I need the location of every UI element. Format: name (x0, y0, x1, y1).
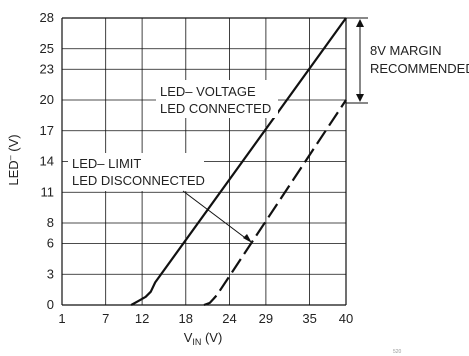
y-tick-label: 28 (40, 10, 54, 25)
annotation-led-voltage: LED– VOLTAGE LED CONNECTED (156, 80, 278, 118)
x-tick-label: 35 (302, 311, 316, 326)
y-tick-label: 11 (41, 184, 55, 199)
series-line-0 (130, 17, 347, 306)
annotation-led-voltage-line1: LED– VOLTAGE (160, 84, 256, 99)
annotation-led-limit-line2: LED DISCONNECTED (72, 173, 205, 188)
y-tick-label: 0 (47, 297, 54, 312)
x-tick-label: 1 (58, 311, 65, 326)
margin-label-line2: RECOMMENDED (370, 61, 469, 76)
x-tick-label: 12 (135, 311, 149, 326)
x-tick-label: 7 (102, 311, 109, 326)
y-tick-label: 17 (40, 123, 54, 138)
y-tick-label: 14 (40, 154, 54, 169)
y-tick-label: 8 (47, 215, 54, 230)
y-tick-label: 6 (47, 236, 54, 251)
series-line-1 (203, 99, 347, 307)
x-tick-label: 24 (222, 311, 236, 326)
y-tick-label: 25 (40, 41, 54, 56)
x-axis-label: VIN (V) (184, 330, 223, 347)
x-tick-label: 40 (339, 311, 353, 326)
x-tick-label: 29 (259, 311, 273, 326)
y-axis-label: LED– (V) (5, 134, 21, 185)
figure-id: 520 (393, 349, 402, 355)
annotation-led-voltage-line2: LED CONNECTED (160, 101, 271, 116)
annotation-arrows (182, 190, 252, 243)
annotation-led-limit-line1: LED– LIMIT (72, 156, 141, 171)
margin-bracket (346, 17, 368, 104)
annotation-led-limit: LED– LIMIT LED DISCONNECTED (68, 153, 205, 191)
series (130, 17, 347, 307)
y-tick-label: 23 (40, 61, 54, 76)
margin-label-line1: 8V MARGIN (370, 43, 442, 58)
y-tick-label: 3 (47, 266, 54, 281)
x-tick-label: 18 (179, 311, 193, 326)
y-tick-label: 20 (40, 92, 54, 107)
